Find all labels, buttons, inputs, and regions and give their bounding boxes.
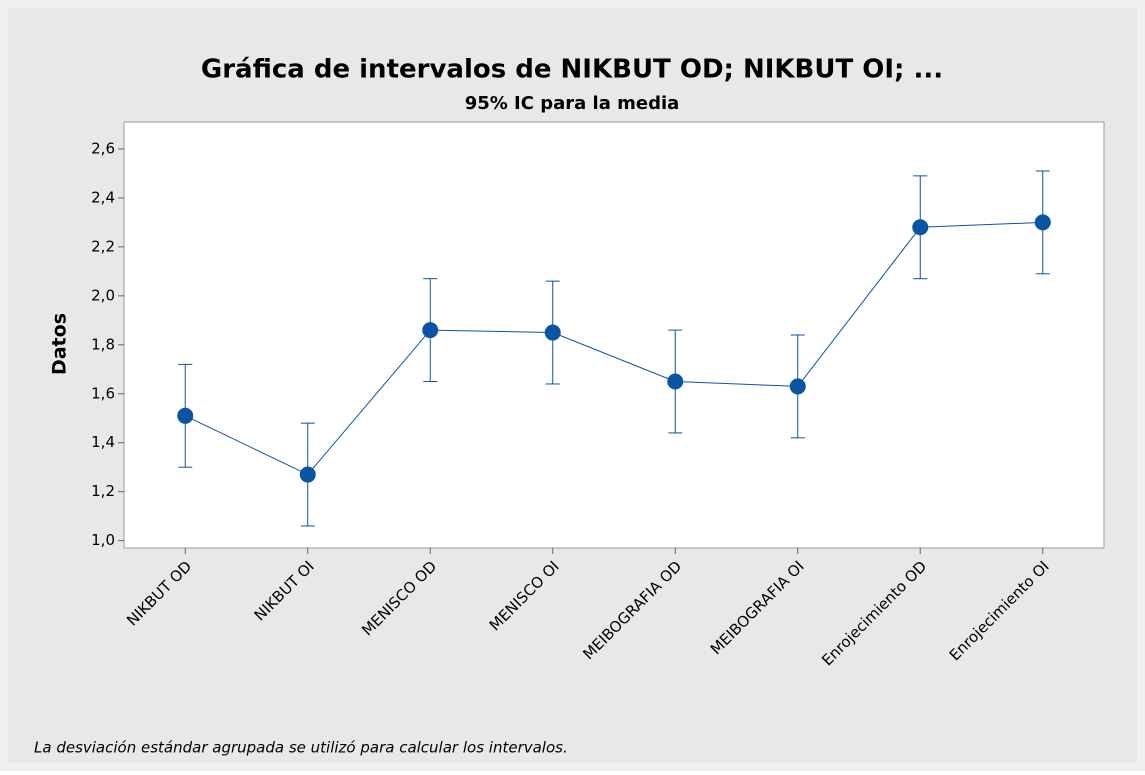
y-tick-label: 1,2: [91, 482, 115, 500]
y-tick-label: 1,4: [91, 433, 115, 451]
connect-line: [185, 221, 1043, 476]
mean-marker: [1034, 214, 1051, 231]
footnote: La desviación estándar agrupada se utili…: [34, 739, 568, 757]
mean-marker: [544, 324, 561, 341]
y-tick-label: 2,0: [91, 286, 115, 304]
y-tick-label: 1,0: [91, 531, 115, 549]
mean-marker: [177, 407, 194, 424]
mean-marker: [912, 219, 929, 236]
chart-subtitle: 95% IC para la media: [465, 93, 680, 114]
y-tick-label: 1,6: [91, 384, 115, 402]
plot-area: [123, 121, 1105, 549]
mean-marker: [667, 373, 684, 390]
mean-marker: [789, 378, 806, 395]
y-axis-label: Datos: [49, 313, 71, 375]
mean-marker: [422, 322, 439, 339]
chart-title: Gráfica de intervalos de NIKBUT OD; NIKB…: [201, 55, 943, 85]
y-tick-label: 2,2: [91, 237, 115, 255]
y-tick-label: 1,8: [91, 335, 115, 353]
mean-marker: [299, 466, 316, 483]
y-tick-label: 2,4: [91, 188, 115, 206]
y-tick-label: 2,6: [91, 139, 115, 157]
